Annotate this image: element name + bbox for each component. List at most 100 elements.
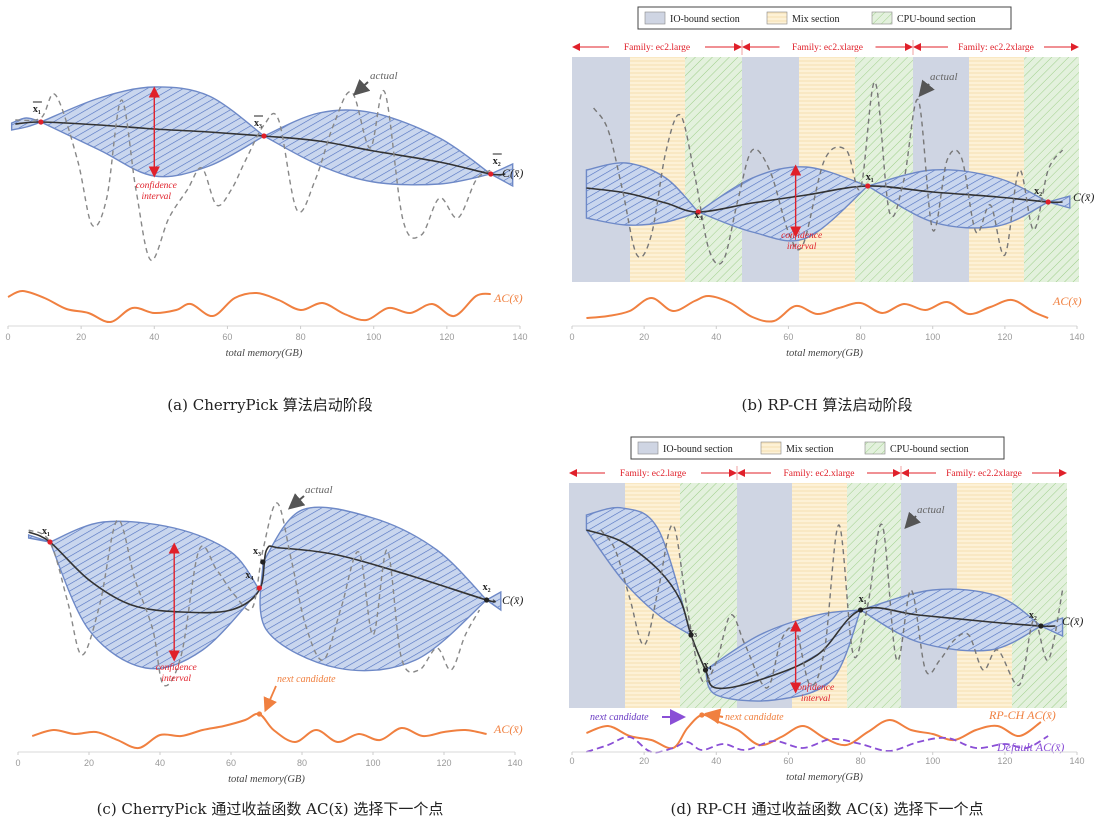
ac-curve bbox=[586, 294, 1049, 323]
sample-point-label: x₄ bbox=[245, 570, 253, 581]
sample-point bbox=[488, 171, 494, 177]
sample-point bbox=[695, 209, 701, 215]
sample-point bbox=[1045, 199, 1051, 205]
sample-point-label: x₁ bbox=[859, 594, 867, 605]
x-tick-label: 80 bbox=[297, 758, 307, 768]
actual-arrow bbox=[353, 78, 371, 96]
sample-point bbox=[38, 119, 44, 125]
confidence-label: confidence bbox=[793, 682, 834, 693]
legend-swatch-mix bbox=[766, 11, 788, 25]
sample-point-label: x₁ bbox=[42, 526, 50, 537]
panel-c: actual confidence interval x₁ x₃ x₄ x₂ C(x̄) nex… bbox=[0, 430, 545, 790]
chart-b: IO-bound section Mix section CPU-bound sec… bbox=[569, 6, 1094, 359]
x-tick-label: 60 bbox=[226, 758, 236, 768]
panel-b: IO-bound section Mix section CPU-bound sec… bbox=[557, 0, 1103, 370]
panel-d: IO-bound section Mix section CPU-bound sec… bbox=[557, 430, 1103, 790]
caption-b: (b) RP-CH 算法启动阶段 bbox=[741, 396, 913, 414]
actual-curve bbox=[600, 523, 1064, 689]
actual-label: actual bbox=[370, 70, 398, 82]
confidence-label: confidence bbox=[156, 662, 197, 673]
x-tick-label: 100 bbox=[925, 756, 940, 766]
legend-swatch-io bbox=[644, 11, 666, 25]
x-tick-label: 140 bbox=[512, 332, 527, 342]
actual-label: actual bbox=[305, 484, 333, 496]
x-tick-label: 120 bbox=[439, 332, 454, 342]
mean-curve-label: C(x̄) bbox=[502, 166, 523, 180]
actual-label: actual bbox=[917, 504, 945, 516]
actual-arrow bbox=[918, 79, 935, 98]
legend-label-mix: Mix section bbox=[792, 14, 840, 25]
confidence-band-2 bbox=[704, 609, 862, 702]
x-tick-label: 120 bbox=[997, 756, 1012, 766]
x-tick-label: 40 bbox=[711, 332, 721, 342]
x-tick-label: 120 bbox=[997, 332, 1012, 342]
actual-curve bbox=[15, 89, 492, 261]
sample-point bbox=[256, 585, 262, 591]
sample-point bbox=[261, 133, 267, 139]
x-axis-label: total memory(GB) bbox=[228, 774, 305, 785]
actual-arrow bbox=[287, 493, 306, 510]
confidence-label: confidence bbox=[136, 180, 177, 191]
x-tick-label: 100 bbox=[925, 332, 940, 342]
sample-point bbox=[1038, 623, 1044, 629]
section-mix bbox=[969, 57, 1024, 282]
x-tick-label: 140 bbox=[507, 758, 522, 768]
x-tick-label: 140 bbox=[1069, 756, 1084, 766]
confidence-band-2 bbox=[259, 506, 488, 672]
next-candidate-label-rp: next candidate bbox=[725, 712, 784, 723]
interval-label: interval bbox=[161, 674, 191, 684]
x-tick-label: 40 bbox=[711, 756, 721, 766]
legend-label-io: IO-bound section bbox=[670, 14, 740, 25]
ac-curve bbox=[31, 712, 487, 750]
x-tick-label: 80 bbox=[856, 332, 866, 342]
family-label-bg bbox=[609, 40, 705, 53]
ac-label: AC(x̄) bbox=[493, 722, 523, 736]
confidence-band-1 bbox=[49, 520, 261, 670]
x-tick-label: 20 bbox=[84, 758, 94, 768]
caption-d: (d) RP-CH 通过收益函数 AC(x̄) 选择下一个点 bbox=[670, 800, 984, 818]
x-tick-label: 20 bbox=[76, 332, 86, 342]
default-ac-label: Default AC(x̄) bbox=[996, 740, 1064, 754]
next-candidate-label-default: next candidate bbox=[590, 712, 649, 723]
legend-box bbox=[637, 6, 1012, 30]
legend-label-mix: Mix section bbox=[786, 444, 834, 455]
x-tick-label: 20 bbox=[639, 332, 649, 342]
sample-point-label: x₃ bbox=[253, 546, 261, 557]
section-cpu bbox=[1024, 57, 1079, 282]
family-label: Family: ec2.2xlarge bbox=[958, 43, 1034, 53]
next-candidate-arrow bbox=[263, 685, 277, 713]
sample-point-label: x₂ bbox=[483, 582, 491, 593]
confidence-band-2 bbox=[262, 109, 493, 186]
x-tick-label: 40 bbox=[155, 758, 165, 768]
mean-curve-label: C(x̄) bbox=[1073, 190, 1094, 204]
legend-label-cpu: CPU-bound section bbox=[897, 14, 976, 25]
sample-point-label: x₁ bbox=[866, 172, 874, 183]
x-axis-label: total memory(GB) bbox=[786, 772, 863, 783]
legend-swatch-cpu bbox=[864, 441, 886, 455]
sample-point bbox=[260, 559, 266, 565]
default-ac-curve bbox=[586, 735, 1049, 754]
actual-arrow bbox=[904, 511, 921, 529]
sample-point bbox=[47, 539, 53, 545]
sample-point-label: x₃ bbox=[254, 118, 262, 129]
interval-label: interval bbox=[142, 192, 172, 202]
x-tick-label: 40 bbox=[149, 332, 159, 342]
confidence-label: confidence bbox=[781, 230, 822, 241]
caption-a: (a) CherryPick 算法启动阶段 bbox=[167, 396, 373, 414]
section-cpu bbox=[1012, 483, 1067, 708]
x-tick-label: 0 bbox=[5, 332, 10, 342]
legend-label-cpu: CPU-bound section bbox=[890, 444, 969, 455]
legend-box bbox=[630, 436, 1005, 460]
legend-swatch-cpu bbox=[871, 11, 893, 25]
family-label-bg bbox=[771, 466, 867, 479]
sample-point-label: x₃ bbox=[694, 210, 702, 221]
sample-point bbox=[857, 607, 864, 613]
legend-label-io: IO-bound section bbox=[663, 444, 733, 455]
sample-point-label: x₄ bbox=[703, 660, 711, 671]
x-tick-label: 100 bbox=[365, 758, 380, 768]
rp-ch-ac-label: RP-CH AC(x̄) bbox=[988, 708, 1056, 722]
sample-point bbox=[702, 667, 709, 673]
family-label: Family: ec2.large bbox=[620, 469, 686, 479]
